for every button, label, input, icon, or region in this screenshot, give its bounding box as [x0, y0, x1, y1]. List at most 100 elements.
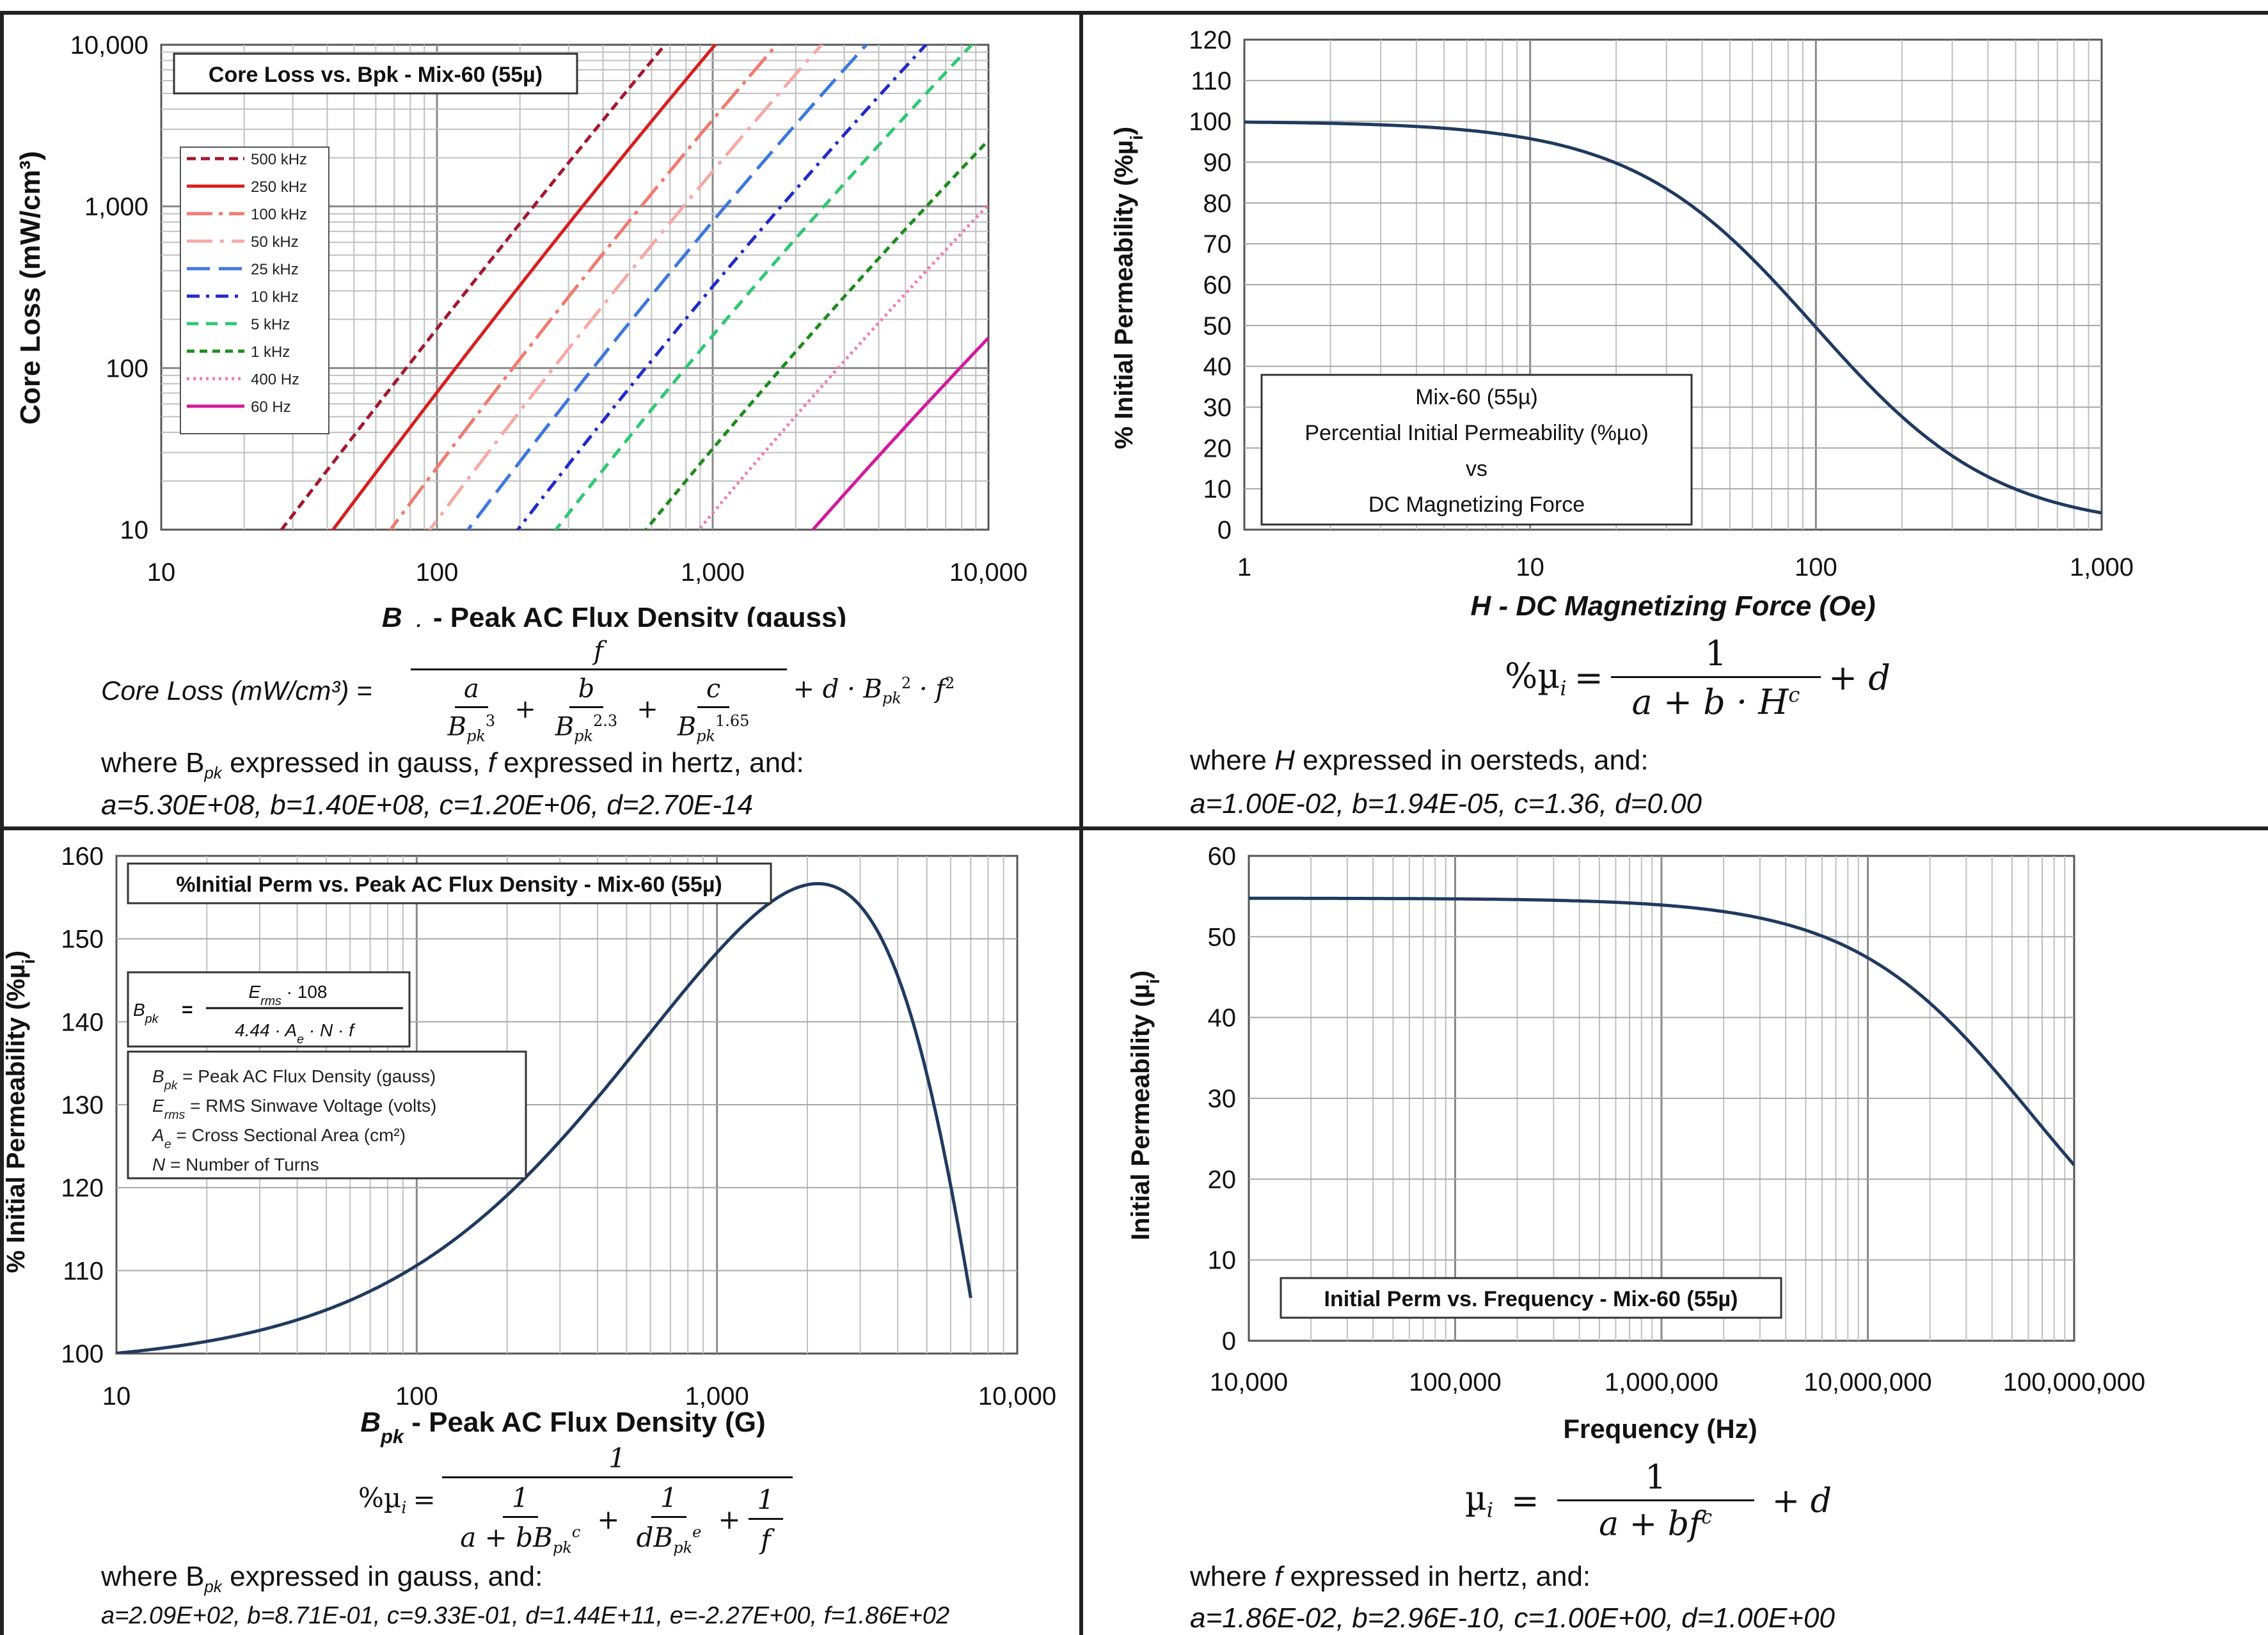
d2sup: e	[692, 1523, 702, 1541]
term-c-num: c	[697, 674, 730, 708]
d2: dB	[636, 1522, 674, 1553]
series-line	[1249, 896, 2074, 1166]
x-tick-label: 100,000,000	[2003, 1368, 2145, 1396]
x-tick-label: 1	[1237, 553, 1251, 581]
y-tick-label: 30	[1203, 394, 1232, 422]
y-tick-label: 0	[1222, 1327, 1236, 1355]
note-sub: pk	[204, 762, 222, 782]
y-tick-label: 150	[61, 926, 104, 954]
x-tick-label: 100,000	[1409, 1368, 1502, 1396]
lhs: %µ	[358, 1481, 402, 1513]
title-frame	[1260, 374, 1693, 526]
series-line	[516, 45, 928, 530]
perm-dc-note: where H expressed in oersteds, and:	[1190, 745, 1649, 777]
perm-dc-num: 1	[1610, 633, 1821, 678]
x-tick-label: 10	[147, 558, 176, 587]
term-b-sub: pk	[574, 727, 594, 745]
legend-label: 10 kHz	[251, 288, 299, 306]
x-tick-label: 10,000	[978, 1382, 1056, 1410]
den: a + bf	[1599, 1505, 1702, 1544]
y-tick-label: 70	[1203, 230, 1232, 258]
y-tick-label: 100	[61, 1340, 104, 1368]
y-axis-title: Core Loss (mW/cm³)	[15, 151, 46, 425]
series-line	[279, 45, 667, 530]
lhs-sub: i	[401, 1497, 407, 1517]
nsub: pk	[204, 1576, 222, 1596]
series-line	[811, 336, 988, 530]
na: where B	[101, 1561, 205, 1592]
chart-title-line: Percential Initial Permeability (%µo)	[1304, 421, 1648, 445]
y-tick-label: 110	[1191, 67, 1232, 95]
tail-text: + d · B	[793, 674, 882, 704]
legend-label: 250 kHz	[251, 178, 307, 196]
y-tick-label: 50	[1208, 923, 1237, 951]
chart-title-box: Initial Perm vs. Frequency - Mix-60 (55µ…	[1280, 1277, 1782, 1319]
d1: a + bB	[460, 1522, 553, 1553]
lhs-sub: i	[1560, 675, 1567, 700]
title-frame	[127, 862, 772, 904]
x-tick-label: 10	[102, 1382, 131, 1410]
y-tick-label: 100	[106, 354, 148, 383]
chart-title-line: DC Magnetizing Force	[1368, 493, 1585, 517]
variables-line: Ae = Cross Sectional Area (cm²)	[151, 1125, 406, 1151]
series-line	[331, 45, 718, 530]
plot-area	[115, 855, 1019, 1355]
nb: expressed in gauss, and:	[221, 1561, 543, 1592]
series-line	[388, 45, 779, 530]
series-line	[466, 45, 869, 530]
title-frame	[173, 52, 578, 95]
x-tick-label: 10,000,000	[1804, 1368, 1931, 1396]
d2sub: pk	[673, 1538, 693, 1557]
tail-f: · f	[919, 674, 946, 704]
plus-2: +	[637, 695, 658, 725]
y-tick-label: 30	[1208, 1085, 1237, 1113]
x-tick-label: 1,000	[685, 1382, 749, 1410]
tail-sub: pk	[882, 689, 901, 707]
x-tick-label: 100	[395, 1382, 438, 1410]
perm-dc-lhs: %µi	[1505, 656, 1567, 700]
term-a-bpk: B	[447, 712, 466, 742]
bpk-num: Erms · 108	[249, 982, 328, 1008]
bpk-equation-box: Bpk = Erms · 108 4.44 · Ae · N · f	[127, 971, 411, 1048]
y-tick-label: 0	[1217, 516, 1232, 544]
perm-dc-den-sup: c	[1788, 683, 1800, 707]
y-tick-label: 10,000	[70, 31, 148, 59]
legend-label: 5 kHz	[251, 316, 290, 333]
y-tick-label: 1,000	[84, 193, 148, 221]
title-frame	[1280, 1277, 1782, 1319]
x-tick-label: 1,000	[2070, 553, 2134, 581]
x-tick-label: 1,000,000	[1605, 1368, 1718, 1396]
x-axis-title: Bpk - Peak AC Flux Density (G)	[360, 1407, 765, 1448]
variables-frame	[127, 1050, 527, 1180]
perm-vs-flux-density-chart: 100 110 120 130 140 150 160 10 100 1,000 10,000 %In…	[2, 842, 1056, 1448]
n3: 1	[748, 1484, 784, 1520]
x-tick-label: 10,000	[1210, 1368, 1288, 1396]
d1sub: pk	[552, 1538, 572, 1557]
y-tick-label: 40	[1208, 1004, 1237, 1032]
x-tick-label: 10,000	[949, 558, 1027, 587]
series-group	[279, 45, 988, 530]
y-tick-label: 20	[1203, 434, 1232, 462]
y-tick-label: 130	[61, 1091, 104, 1119]
x-axis-title: Frequency (Hz)	[1563, 1414, 1757, 1444]
perm-dc-coefficients: a=1.00E-02, b=1.94E-05, c=1.36, d=0.00	[1190, 788, 1702, 819]
note-text-b: expressed in gauss,	[221, 747, 488, 778]
y-tick-label: 10	[1203, 475, 1232, 503]
x-tick-label: 100	[416, 558, 459, 587]
core-loss-tail: + d · Bpk2 · f2	[793, 674, 955, 707]
x-tick-label: 10	[1516, 553, 1544, 581]
perm-dc-den: a + b · H	[1631, 682, 1789, 722]
core-loss-coefficients: a=5.30E+08, b=1.40E+08, c=1.20E+06, d=2.…	[101, 789, 753, 821]
term-c-bpk: B	[677, 712, 697, 742]
chart-title: Initial Perm vs. Frequency - Mix-60 (55µ…	[1324, 1287, 1738, 1311]
legend-frame	[180, 146, 329, 434]
x-tick-label: 1,000	[681, 558, 745, 587]
note-text-c: expressed in hertz, and:	[495, 747, 804, 778]
d1sup: c	[571, 1523, 581, 1541]
chart-title: %Initial Perm vs. Peak AC Flux Density -…	[176, 873, 722, 897]
lhs-sub: i	[1486, 1497, 1494, 1522]
lhs: µ	[1465, 1480, 1487, 1519]
